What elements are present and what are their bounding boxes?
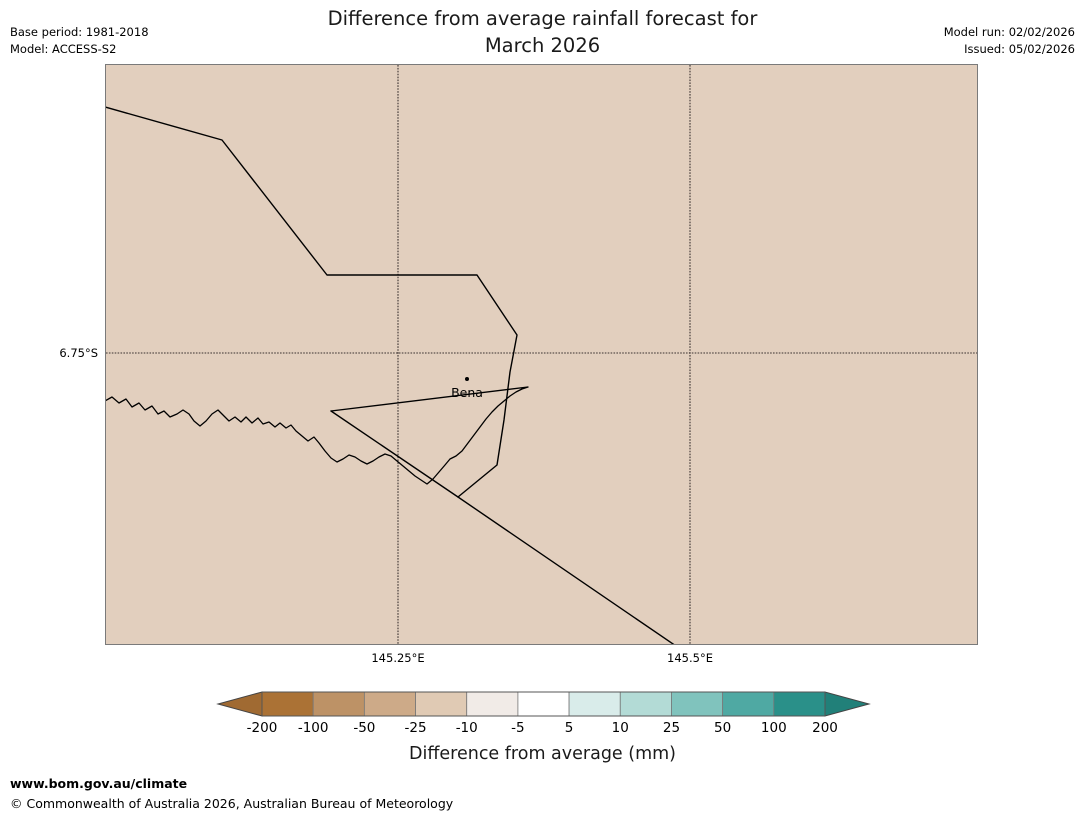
metadata-right: Model run: 02/02/2026 Issued: 05/02/2026 <box>944 24 1075 58</box>
issued-text: Issued: 05/02/2026 <box>964 42 1075 56</box>
colorbar-tick-labels: -200 -100 -50 -25 -10 -5 5 10 25 50 100 200 <box>0 720 1085 740</box>
page-title-line1: Difference from average rainfall forecas… <box>327 7 758 30</box>
colorbar-band-5 <box>517 691 570 717</box>
colorbar-band-10 <box>773 691 826 717</box>
footer-copyright: © Commonwealth of Australia 2026, Austra… <box>10 796 454 811</box>
metadata-left: Base period: 1981-2018 Model: ACCESS-S2 <box>10 24 149 58</box>
page-title: Difference from average rainfall forecas… <box>0 5 1085 59</box>
colorbar-graphic <box>216 691 871 717</box>
colorbar-over-arrow <box>824 691 871 717</box>
model-text: Model: ACCESS-S2 <box>10 42 117 56</box>
colorbar-band-3 <box>415 691 468 717</box>
colorbar[interactable] <box>0 688 1085 728</box>
administrative-boundary <box>106 106 518 498</box>
footer-url[interactable]: www.bom.gov.au/climate <box>10 776 188 791</box>
colorbar-tick-2: -50 <box>353 720 376 736</box>
map-panel[interactable]: Bena <box>105 64 978 645</box>
colorbar-band-0 <box>261 691 314 717</box>
longitude-tick-label-1: 145.5°E <box>667 651 713 665</box>
administrative-boundary-southeast <box>330 410 675 644</box>
colorbar-title: Difference from average (mm) <box>408 744 677 764</box>
colorbar-band-8 <box>671 691 724 717</box>
city-marker-bena[interactable] <box>465 377 469 381</box>
colorbar-tick-1: -100 <box>297 720 329 736</box>
colorbar-band-4 <box>466 691 519 717</box>
base-period-text: Base period: 1981-2018 <box>10 25 149 39</box>
longitude-tick-label-0: 145.25°E <box>371 651 425 665</box>
colorbar-tick-10: 100 <box>760 720 787 736</box>
city-label-bena: Bena <box>451 385 483 400</box>
colorbar-tick-5: -5 <box>511 720 525 736</box>
map-vector-layer <box>106 65 977 644</box>
colorbar-tick-3: -25 <box>404 720 427 736</box>
footer: www.bom.gov.au/climate © Commonwealth of… <box>10 774 453 814</box>
colorbar-tick-8: 25 <box>662 720 681 736</box>
colorbar-band-7 <box>619 691 672 717</box>
colorbar-under-arrow <box>216 691 263 717</box>
coastline-west <box>106 386 529 485</box>
colorbar-band-9 <box>722 691 775 717</box>
colorbar-tick-7: 10 <box>611 720 629 736</box>
colorbar-tick-4: -10 <box>455 720 478 736</box>
page-title-line2: March 2026 <box>484 34 601 57</box>
colorbar-tick-6: 5 <box>564 720 574 736</box>
model-run-text: Model run: 02/02/2026 <box>943 25 1075 39</box>
latitude-tick-label-0: 6.75°S <box>59 346 98 360</box>
colorbar-band-2 <box>363 691 416 717</box>
colorbar-band-6 <box>568 691 621 717</box>
colorbar-tick-0: -200 <box>246 720 278 736</box>
colorbar-tick-11: 200 <box>812 720 838 736</box>
colorbar-band-1 <box>312 691 365 717</box>
colorbar-outline <box>261 691 826 717</box>
colorbar-tick-9: 50 <box>714 720 732 736</box>
